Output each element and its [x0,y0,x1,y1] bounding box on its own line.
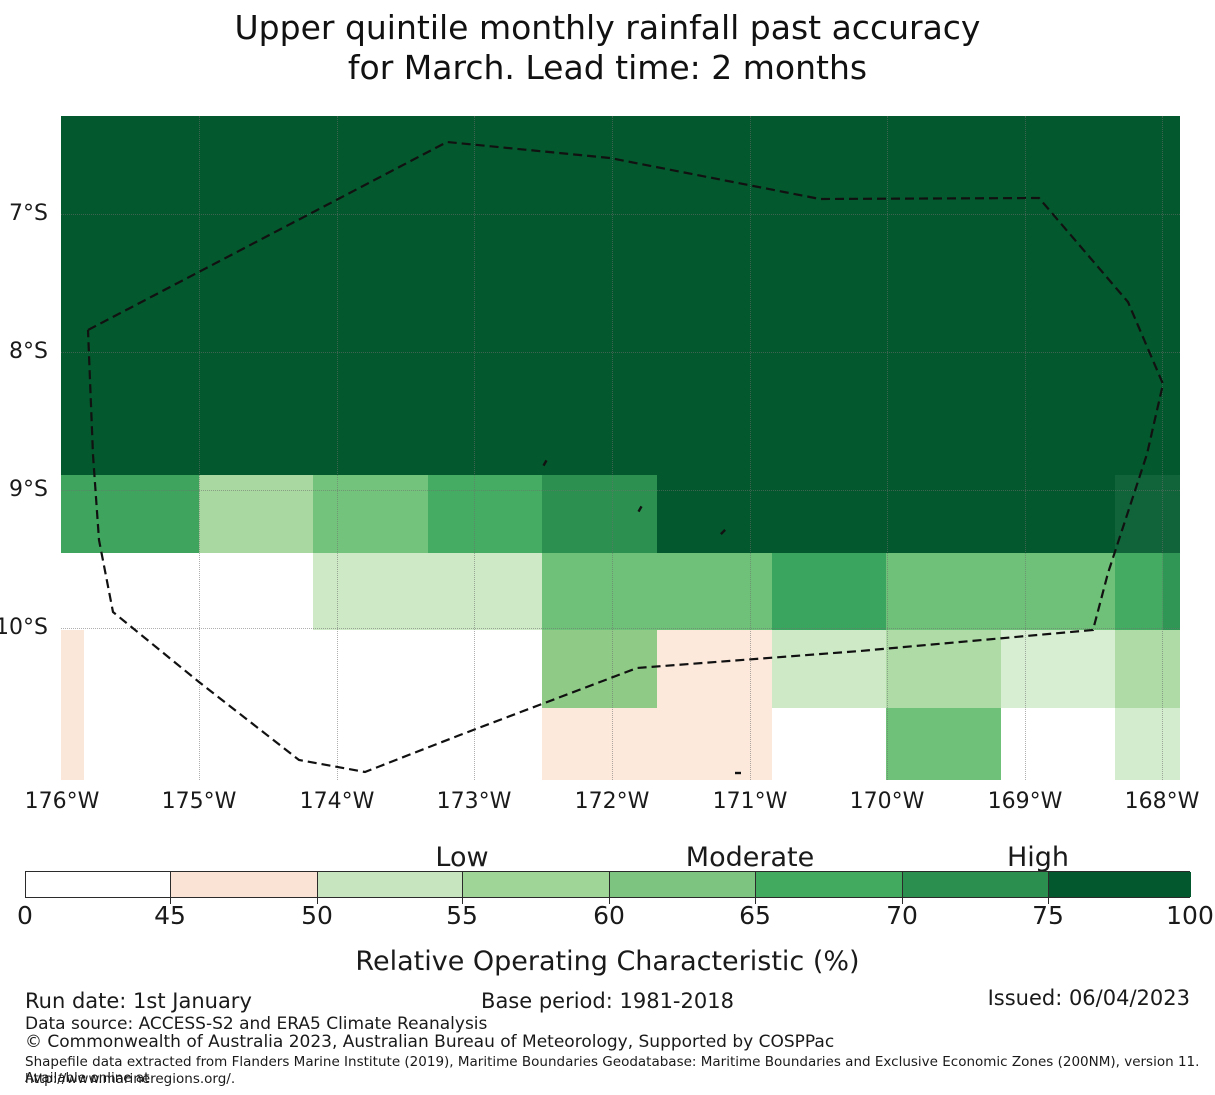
map-cell [886,708,1001,780]
colorbar-segment [318,872,463,897]
x-tick-label: 172°W [574,789,650,814]
map-gridline-vertical [1025,116,1026,780]
island-mark [720,529,726,535]
colorbar-band-label: High [1006,842,1070,873]
map-cell [61,630,84,708]
x-tick-label: 169°W [987,789,1063,814]
map-gridline-vertical [887,116,888,780]
chart-title: Upper quintile monthly rainfall past acc… [0,8,1215,88]
map-cell [886,630,1001,708]
map-plot-area [61,116,1180,780]
eez-boundary-overlay [86,140,1165,775]
colorbar-tick-label: 70 [886,901,918,930]
colorbar-segment [1049,872,1191,897]
map-gridline-horizontal [61,352,1180,353]
map-cell [542,708,772,780]
map-cell [772,553,886,630]
base-period-text: Base period: 1981-2018 [481,989,734,1013]
colorbar-tick-label: 60 [593,901,625,930]
shapefile-attribution-line2: http://www.marineregions.org/. [25,1071,236,1087]
island-mark [637,505,643,513]
x-tick-label: 175°W [161,789,237,814]
map-gridline-vertical [199,116,200,780]
colorbar-tick-label: 75 [1032,901,1064,930]
x-tick-label: 176°W [24,789,100,814]
map-cell [61,708,84,780]
map-gridline-vertical [337,116,338,780]
x-tick-label: 170°W [849,789,925,814]
map-cell [542,553,772,630]
run-date-text: Run date: 1st January [25,989,252,1013]
colorbar-tick [317,871,318,904]
map-gridline-vertical [1162,116,1163,780]
map-cell [313,553,542,630]
colorbar [25,871,1191,898]
colorbar-segment [26,872,171,897]
map-gridline-horizontal [61,214,1180,215]
colorbar-tick [902,871,903,904]
map-cell [657,630,772,708]
map-cell [1001,630,1115,708]
map-cell [886,553,1115,630]
colorbar-tick-label: 55 [446,901,478,930]
x-tick-label: 173°W [436,789,512,814]
map-cell [61,116,1180,475]
map-gridline-horizontal [61,628,1180,629]
map-cell [542,475,657,553]
shapefile-attribution-line1: Shapefile data extracted from Flanders M… [25,1054,1200,1086]
copyright-text: © Commonwealth of Australia 2023, Austra… [25,1032,835,1052]
map-cell [1115,708,1180,780]
colorbar-tick [462,871,463,904]
y-tick-label: 7°S [9,201,48,226]
map-cell [199,475,313,553]
map-gridline-vertical [612,116,613,780]
colorbar-segment [463,872,610,897]
x-tick-label: 168°W [1124,789,1200,814]
colorbar-band-label: Moderate [685,842,815,873]
colorbar-segment [756,872,903,897]
y-tick-label: 8°S [9,339,48,364]
colorbar-tick [1048,871,1049,904]
colorbar-axis-label: Relative Operating Characteristic (%) [355,946,860,977]
map-gridline-vertical [474,116,475,780]
colorbar-tick-label: 45 [154,901,186,930]
y-tick-label: 9°S [9,477,48,502]
colorbar-tick-label: 50 [301,901,333,930]
colorbar-tick [609,871,610,904]
chart-title-line1: Upper quintile monthly rainfall past acc… [234,8,981,47]
map-cell [1163,553,1180,630]
map-cell [61,475,199,553]
colorbar-tick [170,871,171,904]
island-mark [542,459,548,467]
map-gridline-vertical [750,116,751,780]
map-gridline-horizontal [61,490,1180,491]
x-tick-label: 171°W [712,789,788,814]
colorbar-segment [171,872,318,897]
map-cell [1115,553,1163,630]
colorbar-band-label: Low [435,842,489,873]
map-cell [772,630,886,708]
issued-text: Issued: 06/04/2023 [987,986,1190,1010]
colorbar-tick-label: 0 [17,901,33,930]
colorbar-segment [903,872,1049,897]
colorbar-tick [755,871,756,904]
colorbar-tick-label: 100 [1166,901,1214,930]
y-tick-label: 10°S [0,615,48,640]
map-cell [1115,630,1180,708]
data-source-text: Data source: ACCESS-S2 and ERA5 Climate … [25,1014,488,1034]
map-cell [657,475,1115,553]
map-cell [428,475,542,553]
map-cell [1115,475,1180,553]
map-cell [313,475,428,553]
colorbar-segment [610,872,756,897]
x-tick-label: 174°W [299,789,375,814]
chart-title-line2: for March. Lead time: 2 months [347,48,868,87]
eez-dashed-boundary [86,140,1165,774]
colorbar-tick-label: 65 [739,901,771,930]
